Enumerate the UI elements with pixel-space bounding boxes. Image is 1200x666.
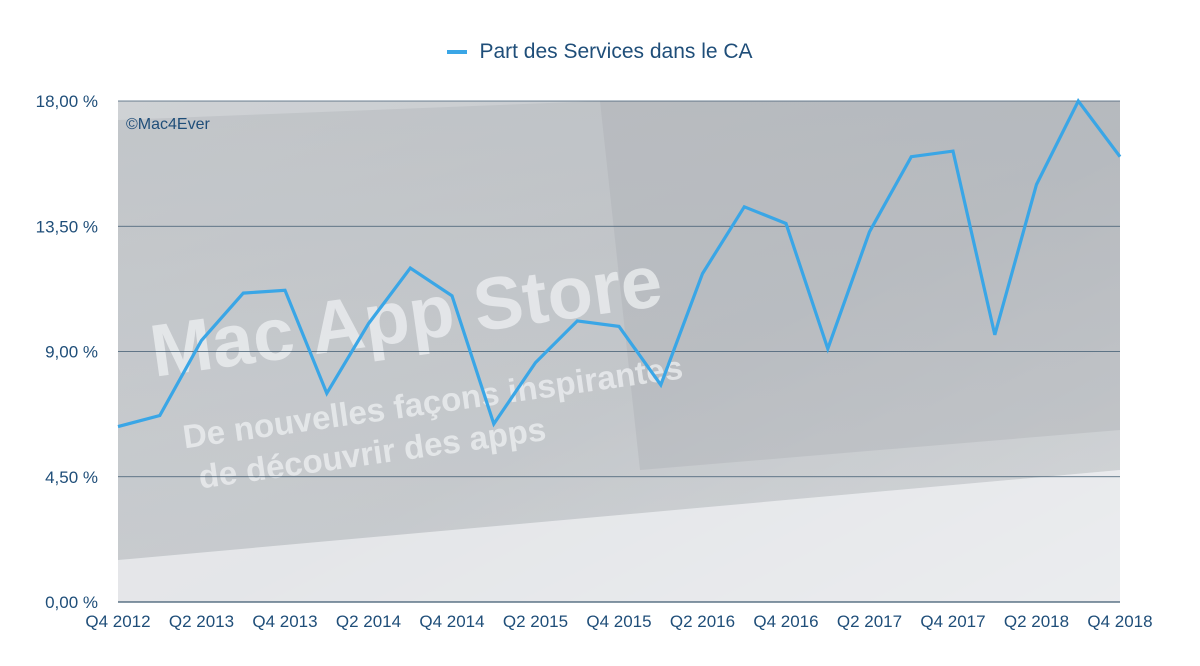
gridlines — [118, 100, 1120, 603]
legend-swatch — [447, 50, 468, 54]
x-axis-ticks: Q4 2012 Q2 2013 Q4 2013 Q2 2014 Q4 2014 Q2 20… — [85, 612, 1152, 631]
legend: Part des Services dans le CA — [0, 40, 1200, 64]
x-tick-label: Q4 2013 — [252, 612, 317, 631]
x-tick-label: Q2 2015 — [503, 612, 568, 631]
y-tick-label: 0,00 % — [45, 593, 98, 612]
x-tick-label: Q4 2018 — [1087, 612, 1152, 631]
x-tick-label: Q2 2014 — [336, 612, 401, 631]
x-tick-label: Q2 2016 — [670, 612, 735, 631]
y-tick-label: 9,00 % — [45, 343, 98, 362]
legend-label: Part des Services dans le CA — [479, 40, 753, 63]
x-tick-label: Q4 2017 — [920, 612, 985, 631]
x-tick-label: Q4 2015 — [586, 612, 651, 631]
y-axis-ticks: 0,00 % 4,50 % 9,00 % 13,50 % 18,00 % — [36, 92, 98, 612]
series-line-group — [117, 97, 1122, 429]
x-tick-label: Q4 2014 — [419, 612, 484, 631]
x-tick-label: Q4 2016 — [753, 612, 818, 631]
x-tick-label: Q2 2018 — [1004, 612, 1069, 631]
x-tick-label: Q4 2012 — [85, 612, 150, 631]
watermark: ©Mac4Ever — [126, 116, 210, 133]
y-tick-label: 4,50 % — [45, 468, 98, 487]
x-tick-label: Q2 2017 — [837, 612, 902, 631]
x-tick-label: Q2 2013 — [169, 612, 234, 631]
y-tick-label: 18,00 % — [36, 92, 98, 111]
y-tick-label: 13,50 % — [36, 217, 98, 236]
